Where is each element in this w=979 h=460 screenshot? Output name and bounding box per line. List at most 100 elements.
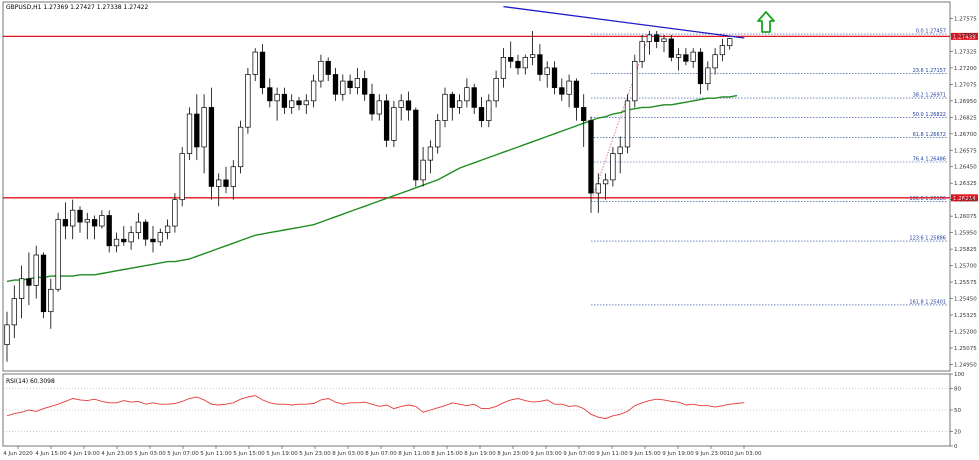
candle-body	[427, 146, 434, 161]
candle	[661, 34, 667, 53]
candle	[106, 210, 112, 253]
candle	[646, 30, 653, 55]
candle-body	[84, 219, 90, 223]
candle	[11, 285, 17, 339]
candle-body	[610, 153, 616, 181]
rsi-tick-label: 0	[954, 444, 958, 450]
time-tick-label: 8 Jun 15:00	[431, 451, 463, 457]
candle	[464, 78, 470, 108]
candle-body	[522, 56, 528, 69]
candle-body	[719, 45, 726, 56]
price-tick-label: 1.25700	[954, 264, 977, 270]
candle-body	[40, 254, 47, 313]
time-tick-label: 5 Jun 11:00	[200, 451, 232, 457]
candle-body	[310, 80, 317, 102]
candle	[383, 94, 390, 147]
candle	[223, 166, 229, 194]
candle	[697, 48, 704, 95]
candle	[128, 226, 134, 250]
price-tick-label: 1.26700	[954, 132, 977, 138]
candle	[683, 48, 689, 66]
time-tick-label: 9 Jun 07:00	[563, 451, 595, 457]
candle	[435, 114, 441, 154]
price-tick-label: 1.26825	[954, 115, 977, 121]
candle	[617, 136, 623, 174]
candle-body	[223, 179, 229, 187]
candle-body	[48, 288, 54, 313]
candle-body	[369, 93, 375, 115]
time-tick-label: 8 Jun 07:00	[365, 451, 397, 457]
candle-body	[675, 54, 682, 58]
candle-body	[362, 78, 368, 95]
candle-body	[172, 199, 178, 227]
candle-body	[697, 51, 704, 85]
time-axis: 4 Jun 2020 4 Jun 15:00 4 Jun 19:00 4 Jun 23…	[3, 446, 762, 457]
price-tick-label: 1.25075	[954, 346, 977, 352]
candle	[172, 193, 178, 233]
candle-body	[194, 113, 200, 148]
rsi-axis: 100 80 50 20 0	[950, 372, 965, 450]
candle	[99, 210, 105, 229]
price-tick-label: 1.26325	[954, 181, 977, 187]
price-tick-label: 1.27575	[954, 16, 977, 22]
candle-body	[4, 324, 10, 345]
candle-body	[588, 120, 594, 194]
candle	[267, 78, 273, 108]
candle-body	[281, 93, 288, 108]
candle-body	[493, 78, 499, 102]
candle	[26, 252, 32, 306]
candle-body	[617, 146, 623, 154]
candle	[595, 173, 601, 213]
horizontal-level-tag	[951, 194, 978, 202]
candle	[84, 212, 90, 240]
candle-body	[668, 38, 674, 58]
candle-body	[712, 54, 718, 69]
candle	[573, 78, 580, 121]
candle-body	[705, 67, 711, 85]
fib-level-label: 61.8 1.26672	[913, 132, 946, 138]
candle-body	[500, 56, 507, 79]
candle-body	[150, 238, 156, 243]
candle-body	[113, 238, 120, 247]
fib-level-label: 100.0 1.26186	[909, 196, 946, 202]
rsi-label: RSI(14) 60.3098	[6, 378, 55, 385]
candle	[274, 87, 280, 121]
candle	[398, 94, 404, 121]
candle-body	[252, 51, 258, 75]
candle-body	[157, 232, 163, 243]
candle-body	[318, 60, 324, 82]
candle	[610, 146, 616, 187]
price-tick-label: 1.26950	[954, 99, 977, 105]
candle-body	[515, 60, 521, 69]
candle-body	[683, 54, 689, 62]
candle-body	[121, 238, 127, 243]
time-tick-label: 5 Jun 03:00	[134, 451, 166, 457]
candle	[332, 67, 339, 101]
candle	[340, 74, 346, 101]
time-tick-label: 9 Jun 19:00	[662, 451, 694, 457]
candle-body	[573, 80, 580, 108]
candle-body	[595, 183, 601, 194]
candle	[230, 160, 236, 200]
candle	[296, 96, 302, 111]
candle-body	[289, 100, 295, 108]
candle	[354, 67, 361, 95]
candle-body	[508, 56, 514, 62]
fib-level-label: 50.0 1.26822	[913, 112, 946, 118]
candle-body	[267, 87, 273, 102]
candle-body	[106, 215, 112, 247]
time-tick-label: 5 Jun 23:00	[299, 451, 331, 457]
candle	[588, 116, 594, 213]
candle	[186, 107, 193, 161]
chart-header: GBPUSD,H1 1.27369 1.27427 1.27338 1.2742…	[6, 4, 148, 11]
candle-body	[259, 51, 266, 89]
candle-body	[632, 60, 638, 102]
candle-body	[70, 209, 76, 227]
candle-body	[325, 60, 331, 75]
candle	[70, 199, 76, 240]
candle	[719, 38, 726, 62]
candle-body	[646, 34, 653, 42]
candle	[62, 202, 69, 240]
price-tick-label: 1.25825	[954, 247, 977, 253]
trendline	[503, 5, 745, 39]
